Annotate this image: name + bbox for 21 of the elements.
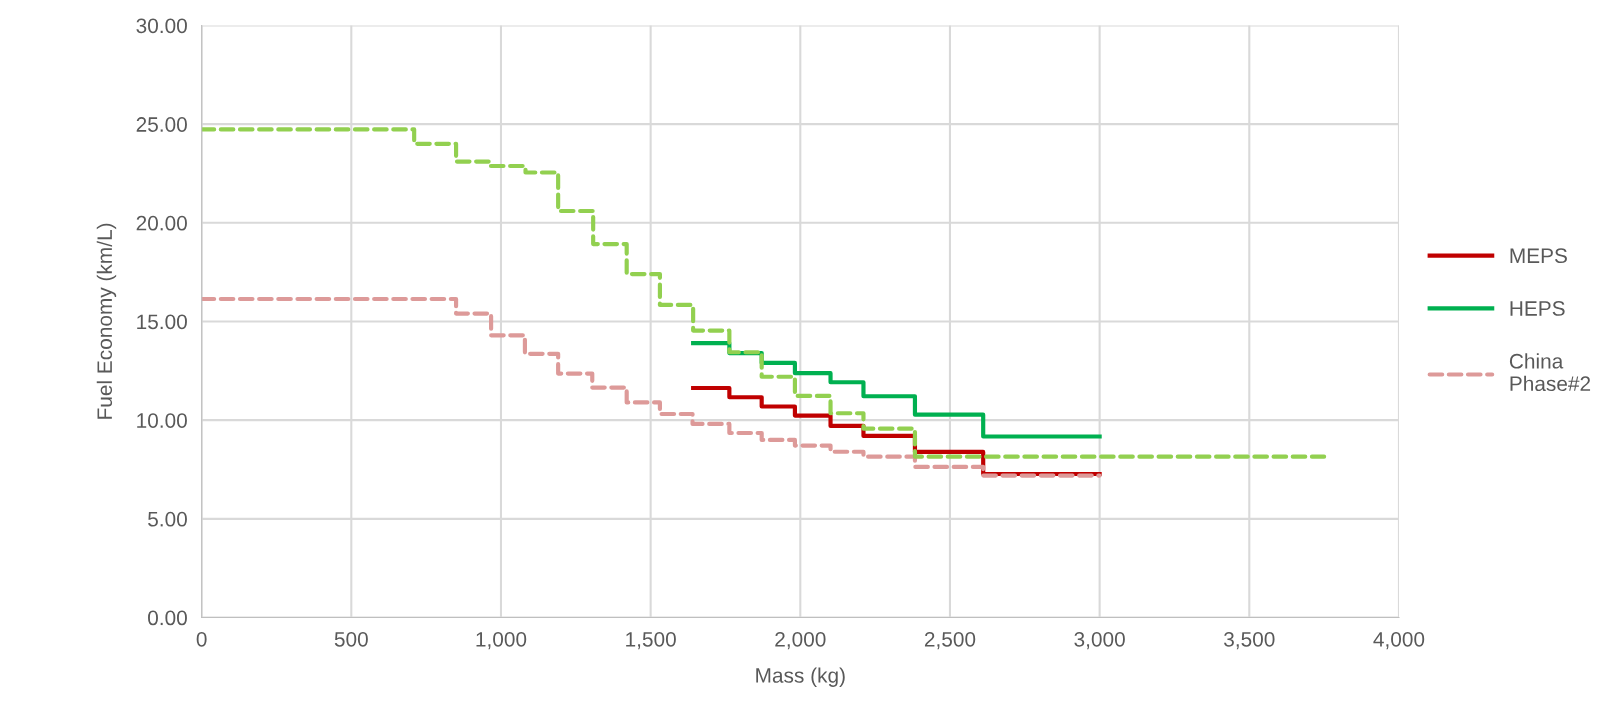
- y-tick-label: 5.00: [148, 511, 187, 527]
- y-tick-label: 10.00: [137, 413, 187, 428]
- x-tick-label: 500: [334, 631, 368, 647]
- x-tick-label: 1,000: [476, 631, 527, 650]
- x-tick-label: 4,000: [1373, 631, 1425, 650]
- legend-label: China Phase#2: [1509, 353, 1591, 392]
- y-tick-label: 20.00: [136, 215, 187, 231]
- y-tick-label: 0.00: [148, 610, 187, 626]
- y-axis-title: Fuel Economy (km/L): [96, 223, 117, 419]
- y-tick-label: 25.00: [136, 117, 187, 132]
- x-tick-label: 0: [196, 631, 207, 647]
- legend-label: HEPS: [1510, 301, 1565, 316]
- x-tick-label: 2,500: [924, 631, 976, 650]
- x-axis-title: Mass (kg): [756, 667, 845, 687]
- legend-label: MEPS: [1510, 248, 1567, 264]
- x-tick-label: 3,500: [1224, 631, 1275, 650]
- y-tick-label: 30.00: [136, 18, 187, 34]
- x-tick-label: 3,000: [1074, 631, 1125, 650]
- x-tick-label: 2,000: [775, 631, 826, 650]
- x-tick-label: 1,500: [626, 631, 676, 650]
- y-tick-label: 15.00: [137, 314, 187, 330]
